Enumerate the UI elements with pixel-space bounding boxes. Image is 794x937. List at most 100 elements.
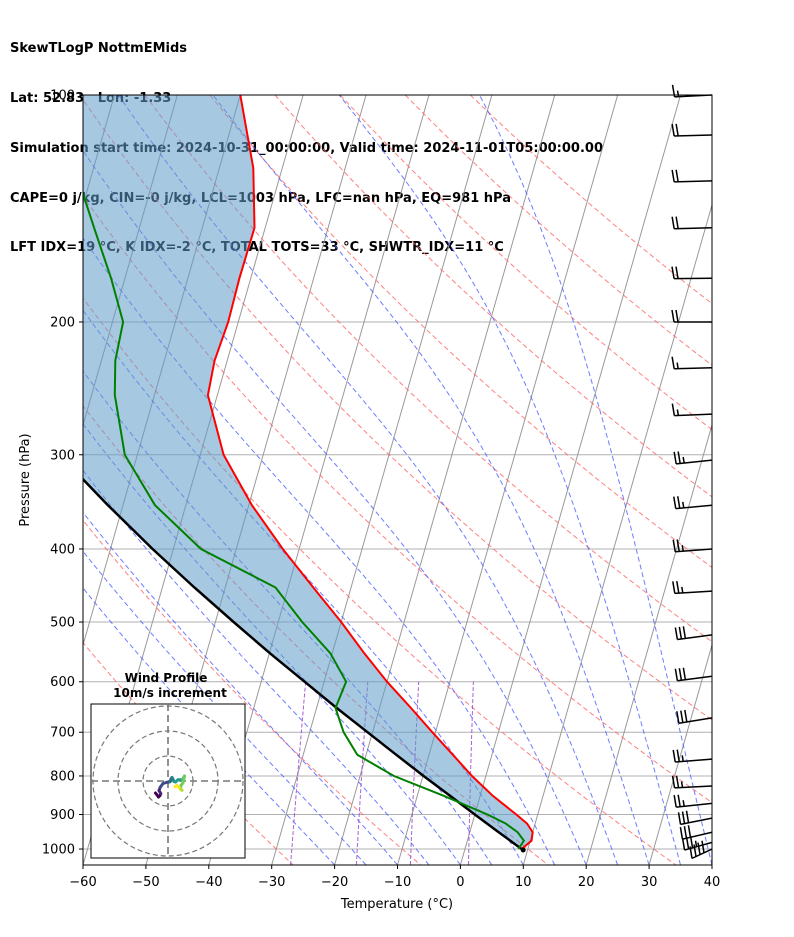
- dry-adiabat: [83, 195, 712, 804]
- x-tick-label: 0: [456, 875, 464, 890]
- barb-shaft: [674, 227, 713, 230]
- barb-flag: [671, 403, 676, 416]
- hodograph-segment: [173, 784, 179, 789]
- wind-barb: [672, 749, 713, 763]
- x-tick-label: 20: [578, 875, 595, 890]
- wind-barb: [671, 356, 713, 370]
- barb-flag: [674, 627, 679, 640]
- barb-flag: [682, 626, 687, 639]
- x-tick-label: 40: [704, 875, 721, 890]
- moist-adiabat: [83, 511, 398, 865]
- wind-barb: [671, 266, 713, 280]
- barb-flag: [672, 539, 676, 552]
- wind-barb: [676, 709, 713, 725]
- barb-shaft: [674, 785, 713, 789]
- barb-half-flag: [694, 840, 698, 847]
- dry-adiabat: [274, 95, 712, 498]
- barb-flag: [680, 710, 684, 723]
- y-tick-label: 800: [50, 769, 75, 784]
- barb-flag: [671, 309, 675, 323]
- wind-barb: [681, 835, 713, 851]
- moist-adiabat: [83, 587, 335, 865]
- barb-flag: [682, 667, 687, 680]
- x-tick-label: −30: [258, 875, 285, 890]
- isotherm-line: [459, 95, 682, 865]
- x-tick-label: −60: [69, 875, 96, 890]
- barb-flag: [672, 749, 676, 763]
- moist-adiabat: [479, 95, 712, 865]
- dry-adiabat: [209, 95, 712, 569]
- barb-half-flag: [682, 456, 685, 464]
- barb-shaft: [675, 548, 713, 553]
- y-tick-label: 1000: [42, 843, 75, 858]
- axes: −60 −50 −40 −30 −20 −10 0 10 20 30 40 1000 900 800 700…: [42, 89, 720, 891]
- barb-flag: [676, 711, 680, 724]
- barb-shaft: [674, 413, 713, 417]
- y-tick-label: 300: [50, 448, 75, 463]
- isotherm-line: [522, 203, 712, 865]
- dewpoint-line: [83, 190, 526, 850]
- barb-flag: [689, 835, 694, 848]
- moist-adiabat: [83, 237, 556, 865]
- barb-flag: [671, 266, 675, 279]
- barb-flag: [676, 749, 680, 762]
- wind-barb: [671, 775, 713, 789]
- temperature-line: [206, 95, 534, 850]
- barb-shaft: [674, 590, 713, 595]
- wind-barb: [671, 309, 712, 323]
- isotherm-line: [585, 423, 712, 865]
- barb-shaft: [677, 634, 713, 641]
- barb-flag: [681, 811, 686, 824]
- chart-title: SkewTLogP NottmEMids: [10, 41, 188, 57]
- barb-half-flag: [680, 781, 684, 788]
- barb-shaft: [676, 459, 713, 465]
- barb-flag: [671, 216, 675, 229]
- isotherm-line: [775, 95, 794, 865]
- wind-barb: [673, 451, 713, 465]
- barb-flag: [671, 169, 675, 182]
- barb-flag: [673, 496, 677, 509]
- wind-barb: [674, 626, 713, 641]
- dry-adiabat: [404, 95, 712, 366]
- barb-flag: [687, 825, 692, 838]
- wind-barb: [672, 581, 713, 595]
- barb-shaft: [680, 817, 713, 826]
- x-tick-label: −20: [321, 875, 348, 890]
- barb-flag: [679, 827, 684, 840]
- barb-shaft: [674, 180, 713, 183]
- barb-flag: [675, 266, 679, 279]
- dry-adiabat: [83, 405, 549, 865]
- barb-shaft: [675, 758, 713, 763]
- inset-subtitle: 10m/s increment: [113, 686, 227, 700]
- lcl-marker: [520, 847, 526, 853]
- barb-half-flag: [682, 800, 685, 807]
- x-tick-label: 30: [641, 875, 658, 890]
- barb-flag: [671, 123, 675, 137]
- barb-flag: [675, 216, 679, 229]
- x-axis-label: Temperature (°C): [340, 897, 453, 912]
- wind-barb: [671, 123, 713, 137]
- wind-barb: [679, 825, 713, 840]
- barb-flag: [701, 840, 705, 853]
- moist-adiabat: [338, 95, 681, 865]
- wind-barb: [689, 840, 713, 860]
- barb-shaft: [676, 802, 713, 808]
- y-tick-label: 200: [50, 315, 75, 330]
- grid-layer: [83, 95, 794, 865]
- barb-flag: [672, 581, 676, 594]
- barb-flag: [677, 812, 682, 825]
- wind-profile-inset: Wind Profile 10m/s increment: [90, 671, 246, 859]
- dry-adiabat: [469, 95, 712, 305]
- barb-half-flag: [681, 755, 684, 762]
- barb-half-flag: [676, 90, 680, 97]
- wind-barb: [673, 794, 713, 808]
- barb-half-flag: [681, 545, 684, 552]
- barb-flag: [681, 837, 686, 851]
- barb-flag: [693, 844, 697, 857]
- mixing-ratio-line: [290, 681, 307, 865]
- y-tick-label: 700: [50, 726, 75, 741]
- barb-shaft: [674, 367, 713, 370]
- barb-shaft: [677, 675, 713, 682]
- barb-flag: [674, 668, 679, 681]
